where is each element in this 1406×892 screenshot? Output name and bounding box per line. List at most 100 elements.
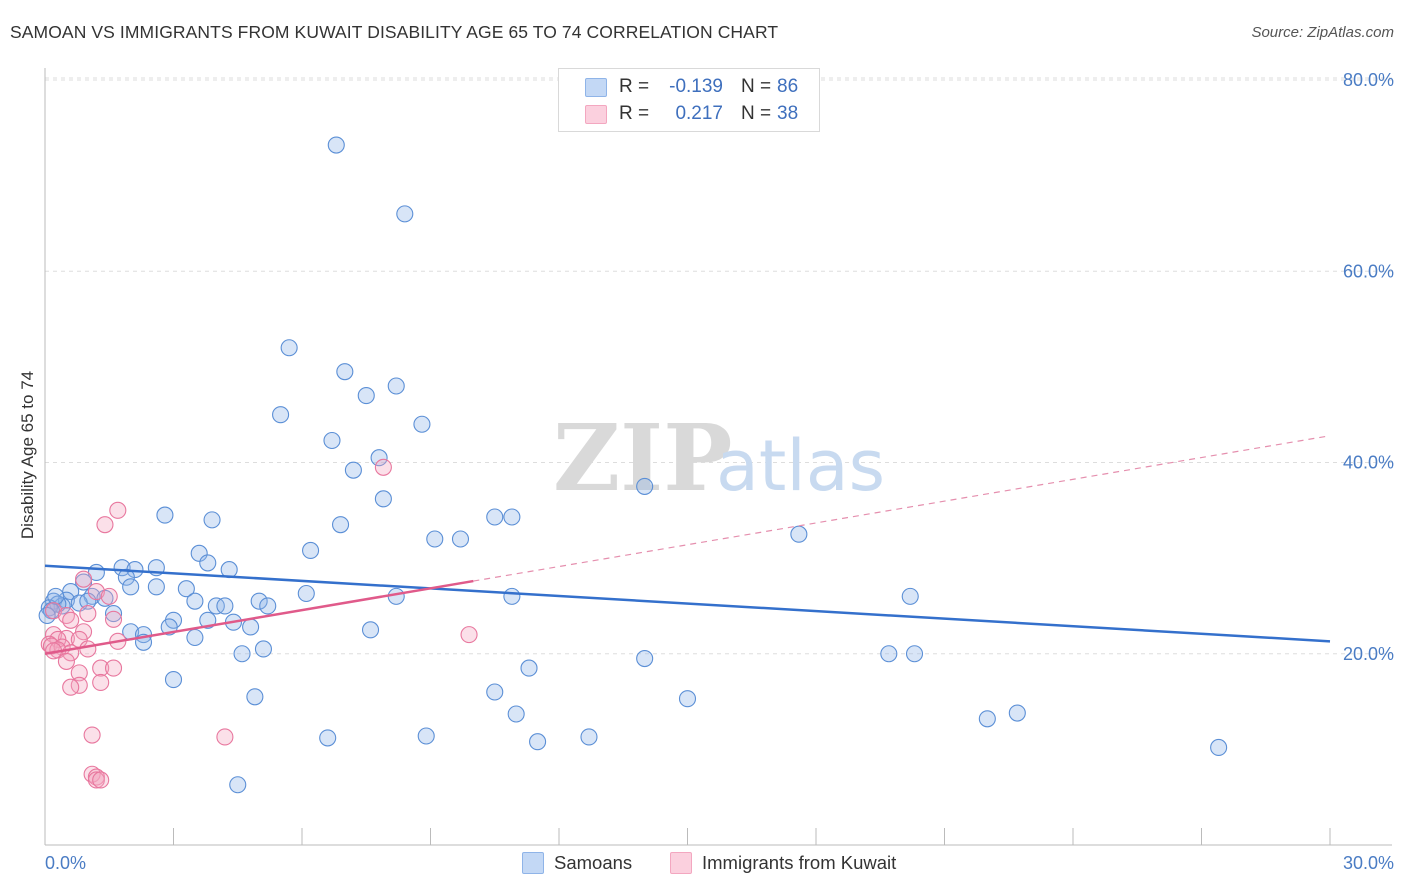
samoan-point <box>242 618 260 636</box>
bottom-legend-swatch-samoans <box>522 852 544 874</box>
legend-r-value: -0.139 <box>669 76 723 97</box>
kuwait-point <box>62 678 80 696</box>
bottom-legend-kuwait: Immigrants from Kuwait <box>670 852 896 874</box>
bottom-legend-swatch-kuwait <box>670 852 692 874</box>
trend-lines <box>44 435 1331 655</box>
samoan-point <box>104 605 123 623</box>
legend-n-label: N = <box>741 76 772 97</box>
y-tick-label: 80.0% <box>1343 70 1394 90</box>
kuwait-point <box>57 652 75 670</box>
kuwait-point <box>216 728 234 746</box>
kuwait-point <box>83 726 101 744</box>
samoan-point <box>1210 738 1228 757</box>
samoan-point <box>186 628 204 647</box>
x-tick-label: 0.0% <box>45 853 86 873</box>
kuwait-point <box>92 659 110 677</box>
samoan-point <box>503 508 521 526</box>
samoan-point <box>327 136 345 154</box>
samoan-point <box>207 597 225 615</box>
samoan-point <box>486 683 504 701</box>
samoan-point <box>361 621 380 639</box>
samoan-point <box>790 525 808 543</box>
bottom-legend-label-samoans: Samoans <box>554 852 633 873</box>
kuwait-point <box>109 501 127 519</box>
samoan-point <box>297 584 315 603</box>
samoan-point <box>451 530 470 548</box>
samoan-point <box>678 690 697 708</box>
samoan-point <box>336 363 354 381</box>
samoan-point <box>259 597 277 615</box>
legend-row-kuwait: R = 0.217 N = 38 <box>585 102 798 126</box>
kuwait-point <box>460 626 478 644</box>
samoan-point <box>246 688 264 706</box>
trend-extension-kuwait <box>473 435 1331 582</box>
samoan-point <box>156 506 174 524</box>
legend-n-value: 86 <box>777 76 799 97</box>
kuwait-point <box>70 664 88 682</box>
samoan-point <box>880 645 898 663</box>
samoan-point <box>426 530 444 548</box>
legend-swatch-kuwait <box>585 104 607 124</box>
legend-swatch-samoans <box>585 77 607 97</box>
data-points <box>38 136 1228 794</box>
samoan-point <box>396 205 414 223</box>
samoan-point <box>47 587 65 605</box>
samoan-point <box>529 733 547 751</box>
samoan-point <box>901 587 919 605</box>
y-tick-label: 20.0% <box>1343 644 1394 664</box>
kuwait-point <box>79 605 97 623</box>
samoan-point <box>636 649 654 668</box>
samoan-point <box>417 727 435 745</box>
samoan-point <box>254 640 273 658</box>
kuwait-point <box>104 659 123 677</box>
samoan-point <box>250 592 268 610</box>
kuwait-point <box>374 458 392 476</box>
samoan-point <box>520 659 538 677</box>
y-tick-label: 40.0% <box>1343 453 1394 473</box>
watermark: ZIP atlas <box>553 404 885 512</box>
legend-r-value: 0.217 <box>675 103 723 124</box>
samoan-point <box>331 516 350 534</box>
legend-row-samoans: R = -0.139 N = 86 <box>585 75 798 99</box>
kuwait-point <box>75 570 93 588</box>
samoan-point <box>117 568 135 586</box>
kuwait-point <box>79 640 97 658</box>
samoan-point <box>387 377 405 395</box>
legend-n-label: N = <box>741 103 772 124</box>
axis-labels: 20.0% 40.0% 60.0% 80.0% 0.0% 30.0% Disability … <box>18 70 1394 873</box>
samoan-point <box>229 776 247 794</box>
samoan-point <box>486 508 504 526</box>
samoan-point <box>580 728 598 746</box>
samoan-point <box>374 490 392 508</box>
y-axis-title: Disability Age 65 to 74 <box>18 371 37 539</box>
watermark-atlas: atlas <box>716 425 885 507</box>
samoan-point <box>413 415 431 433</box>
samoan-point <box>1008 704 1026 722</box>
samoan-point <box>636 477 654 495</box>
samoan-point <box>186 592 204 610</box>
chart-source: Source: ZipAtlas.com <box>1251 24 1394 41</box>
samoan-point <box>233 645 251 663</box>
kuwait-point <box>92 771 110 789</box>
x-tick-label: 30.0% <box>1343 853 1394 873</box>
samoan-point <box>357 387 375 405</box>
trend-line-samoans <box>44 564 1331 643</box>
samoan-point <box>199 554 217 572</box>
y-tick-label: 60.0% <box>1343 261 1394 281</box>
kuwait-point <box>96 516 114 534</box>
samoan-point <box>216 597 234 615</box>
bottom-legend-samoans: Samoans <box>522 852 632 874</box>
bottom-legend-label-kuwait: Immigrants from Kuwait <box>702 852 897 873</box>
samoan-point <box>280 339 298 357</box>
samoan-point <box>503 587 521 605</box>
legend-n-value: 38 <box>777 103 799 124</box>
samoan-point <box>370 449 388 467</box>
samoan-point <box>79 592 97 610</box>
samoan-point <box>978 710 996 728</box>
samoan-point <box>203 511 221 529</box>
samoan-point <box>164 671 183 689</box>
kuwait-point <box>100 587 118 605</box>
samoan-point <box>190 544 208 562</box>
chart-title: SAMOAN VS IMMIGRANTS FROM KUWAIT DISABIL… <box>10 22 779 42</box>
kuwait-point <box>104 610 123 628</box>
